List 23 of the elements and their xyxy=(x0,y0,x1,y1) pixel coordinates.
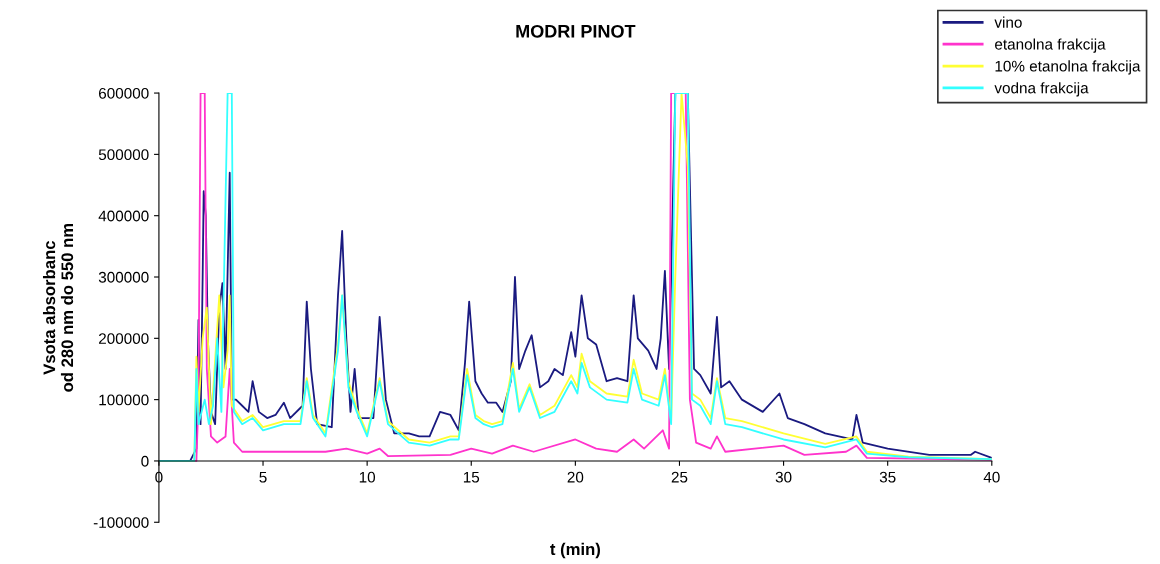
y-tick-label: 0 xyxy=(141,455,149,467)
x-tick-label: 5 xyxy=(259,471,267,483)
x-tick-label: 25 xyxy=(671,471,688,483)
y-tick-label: -100000 xyxy=(93,517,149,528)
y-tick-label: 100000 xyxy=(99,394,149,406)
legend-label: 10% etanolna frakcija xyxy=(995,60,1141,75)
x-tick-label: 20 xyxy=(567,471,584,483)
legend-label: vodna frakcija xyxy=(994,82,1089,97)
x-tick-label: 35 xyxy=(879,471,896,483)
chart-title: MODRI PINOT xyxy=(516,24,636,38)
y-tick-label: 500000 xyxy=(98,149,149,161)
x-tick-label: 40 xyxy=(983,471,1000,483)
x-tick-label: 30 xyxy=(775,471,792,483)
y-tick-label: 400000 xyxy=(98,210,149,222)
y-tick-label: 200000 xyxy=(98,333,149,345)
y-tick-label: 300000 xyxy=(98,271,149,283)
y-tick-label: 600000 xyxy=(99,87,149,99)
y-axis-title: Vsota absorbanc od 280 nm do 550 nm xyxy=(42,223,74,392)
legend-label: vino xyxy=(994,16,1022,28)
x-axis-title: t (min) xyxy=(550,542,600,559)
x-tick-label: 10 xyxy=(359,471,376,483)
legend-label: etanolna frakcija xyxy=(995,38,1106,53)
x-tick-label: 15 xyxy=(463,471,480,483)
